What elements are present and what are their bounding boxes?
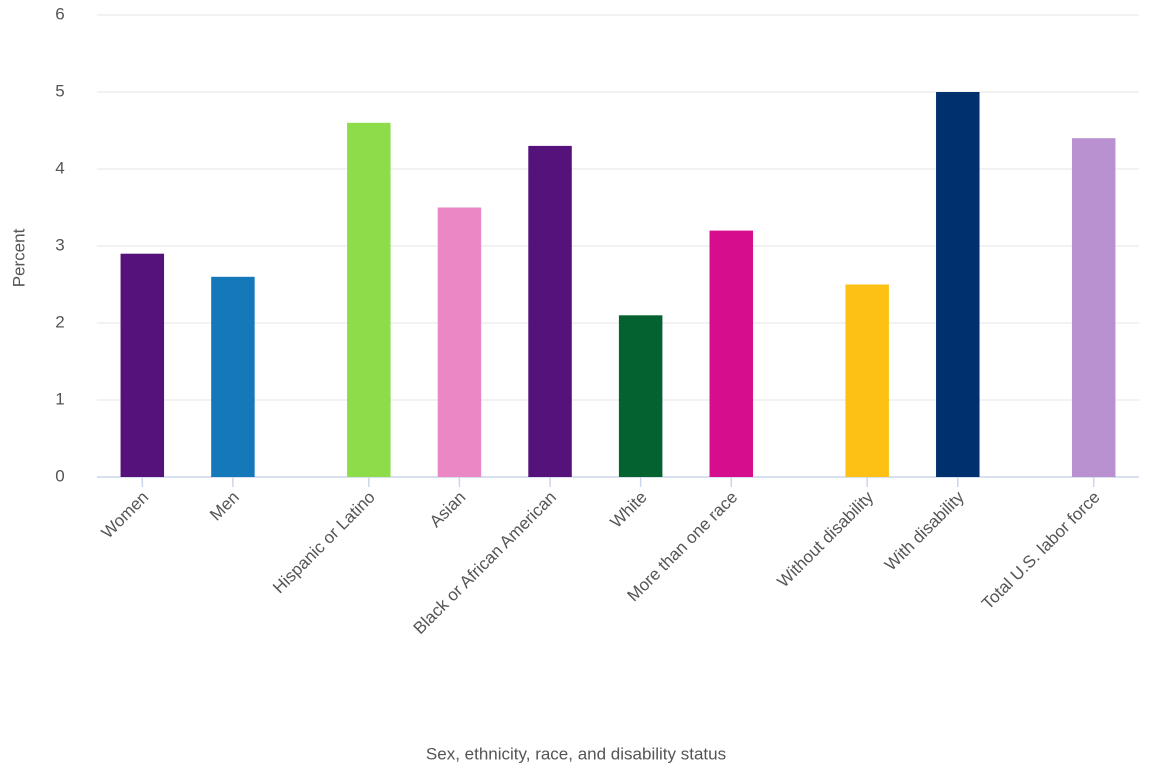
x-tick-label: Women <box>98 488 153 543</box>
x-axis-title: Sex, ethnicity, race, and disability sta… <box>426 744 726 763</box>
y-tick-label: 0 <box>55 466 64 485</box>
x-tick-label: With disability <box>881 487 968 574</box>
x-tick-label: Men <box>206 488 243 525</box>
y-tick-label: 3 <box>55 235 64 254</box>
bar <box>120 253 165 477</box>
bar <box>618 315 663 477</box>
bar <box>528 145 572 477</box>
y-tick-label: 6 <box>55 4 64 23</box>
bar <box>347 122 391 478</box>
bar <box>936 92 980 477</box>
x-tick-label: Without disability <box>774 487 878 591</box>
bar <box>211 276 255 477</box>
y-tick-label: 5 <box>55 81 64 100</box>
y-axis-title: Percent <box>9 228 28 287</box>
y-tick-label: 1 <box>55 389 64 408</box>
x-tick-label: White <box>606 488 650 532</box>
bar <box>437 207 482 477</box>
x-tick-label: Total U.S. labor force <box>978 488 1104 614</box>
y-tick-label: 2 <box>55 312 64 331</box>
x-tick-label: Hispanic or Latino <box>269 488 379 598</box>
bar <box>709 230 754 477</box>
bar <box>1071 138 1116 477</box>
x-tick-label: Asian <box>426 488 470 532</box>
bar <box>845 284 889 477</box>
y-tick-label: 4 <box>55 158 64 177</box>
